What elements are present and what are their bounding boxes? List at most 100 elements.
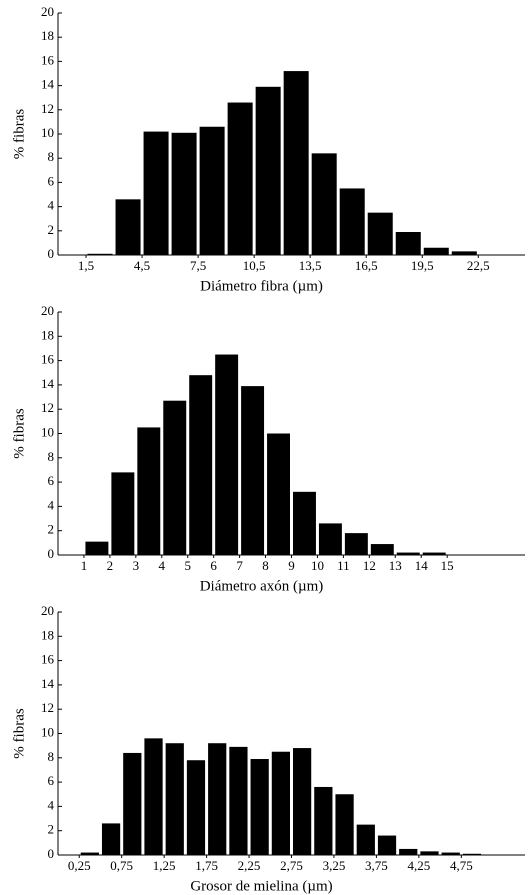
bar xyxy=(267,433,290,555)
y-tick-label: 4 xyxy=(48,797,55,812)
x-tick-label: 19,5 xyxy=(411,258,434,273)
y-tick-label: 0 xyxy=(48,846,55,861)
bar xyxy=(208,743,227,855)
x-tick-label: 5 xyxy=(184,558,191,573)
x-tick-label: 2,25 xyxy=(238,858,261,873)
bar xyxy=(283,71,309,255)
bar xyxy=(87,253,113,255)
x-tick-label: 4,5 xyxy=(134,258,150,273)
bar xyxy=(163,400,187,555)
bar xyxy=(422,552,446,555)
y-tick-label: 0 xyxy=(48,246,55,261)
bar xyxy=(115,199,141,255)
y-tick-label: 2 xyxy=(48,822,55,837)
x-tick-label: 16,5 xyxy=(355,258,378,273)
bar xyxy=(356,824,375,855)
x-tick-label: 13,5 xyxy=(299,258,322,273)
x-tick-label: 1 xyxy=(81,558,88,573)
x-tick-label: 10,5 xyxy=(243,258,266,273)
bar xyxy=(171,132,197,255)
x-tick-label: 4 xyxy=(159,558,166,573)
y-tick-label: 8 xyxy=(48,149,55,164)
y-tick-label: 2 xyxy=(48,222,55,237)
bar xyxy=(344,533,368,555)
x-axis-label: Diámetro axón (µm) xyxy=(200,578,324,594)
bar xyxy=(123,752,142,855)
x-tick-label: 2 xyxy=(107,558,114,573)
y-tick-label: 12 xyxy=(41,400,54,415)
x-tick-label: 0,25 xyxy=(68,858,91,873)
bar xyxy=(111,472,135,555)
y-axis-label: % fibras xyxy=(11,408,27,459)
x-tick-label: 3,25 xyxy=(323,858,346,873)
bar xyxy=(85,541,109,555)
x-tick-label: 7 xyxy=(236,558,243,573)
bar xyxy=(396,552,420,555)
y-tick-label: 0 xyxy=(48,546,55,561)
bar xyxy=(271,751,290,855)
y-axis-label: % fibras xyxy=(11,708,27,759)
x-tick-label: 9 xyxy=(288,558,295,573)
bar xyxy=(420,851,439,855)
y-tick-label: 12 xyxy=(41,700,54,715)
y-axis-label: % fibras xyxy=(11,109,27,160)
bar xyxy=(189,375,213,555)
x-tick-label: 8 xyxy=(262,558,269,573)
y-tick-label: 10 xyxy=(41,724,54,739)
bar xyxy=(227,102,253,255)
x-tick-label: 7,5 xyxy=(190,258,206,273)
x-tick-label: 0,75 xyxy=(110,858,133,873)
y-tick-label: 8 xyxy=(48,749,55,764)
bar xyxy=(367,212,393,255)
y-tick-label: 12 xyxy=(41,101,54,116)
bar xyxy=(335,794,354,855)
y-tick-label: 6 xyxy=(48,773,55,788)
x-tick-label: 2,75 xyxy=(280,858,303,873)
y-tick-label: 14 xyxy=(41,376,55,391)
y-tick-label: 6 xyxy=(48,173,55,188)
y-tick-label: 18 xyxy=(41,627,54,642)
bar xyxy=(165,743,184,855)
x-tick-label: 3 xyxy=(133,558,140,573)
bar xyxy=(229,746,248,855)
bar xyxy=(143,131,169,255)
x-tick-label: 6 xyxy=(210,558,217,573)
y-tick-label: 14 xyxy=(41,77,55,92)
bar xyxy=(311,153,337,255)
bar xyxy=(441,852,460,855)
bar xyxy=(255,86,281,255)
bar xyxy=(451,251,477,255)
y-tick-label: 8 xyxy=(48,449,55,464)
bar xyxy=(339,188,365,255)
y-tick-label: 10 xyxy=(41,125,54,140)
x-tick-label: 15 xyxy=(441,558,454,573)
y-tick-label: 2 xyxy=(48,522,55,537)
y-tick-label: 16 xyxy=(41,652,55,667)
bar xyxy=(137,427,161,555)
y-tick-label: 20 xyxy=(41,4,54,19)
x-tick-label: 14 xyxy=(415,558,429,573)
bar xyxy=(101,823,121,855)
x-tick-label: 13 xyxy=(389,558,402,573)
x-tick-label: 1,75 xyxy=(195,858,218,873)
bar xyxy=(186,760,206,855)
bar xyxy=(144,738,163,855)
bar xyxy=(314,786,333,855)
y-tick-label: 4 xyxy=(48,198,55,213)
x-tick-label: 12 xyxy=(363,558,376,573)
x-tick-label: 11 xyxy=(337,558,350,573)
y-tick-label: 18 xyxy=(41,28,54,43)
y-tick-label: 20 xyxy=(41,603,54,618)
y-tick-label: 18 xyxy=(41,327,54,342)
y-tick-label: 16 xyxy=(41,352,55,367)
y-tick-label: 14 xyxy=(41,676,55,691)
x-axis-label: Grosor de mielina (µm) xyxy=(190,878,332,894)
bar xyxy=(241,386,265,555)
bar xyxy=(250,759,269,855)
y-tick-label: 6 xyxy=(48,473,55,488)
bar xyxy=(399,848,418,855)
x-tick-label: 4,25 xyxy=(407,858,430,873)
bar xyxy=(395,232,421,255)
bar xyxy=(377,835,397,855)
